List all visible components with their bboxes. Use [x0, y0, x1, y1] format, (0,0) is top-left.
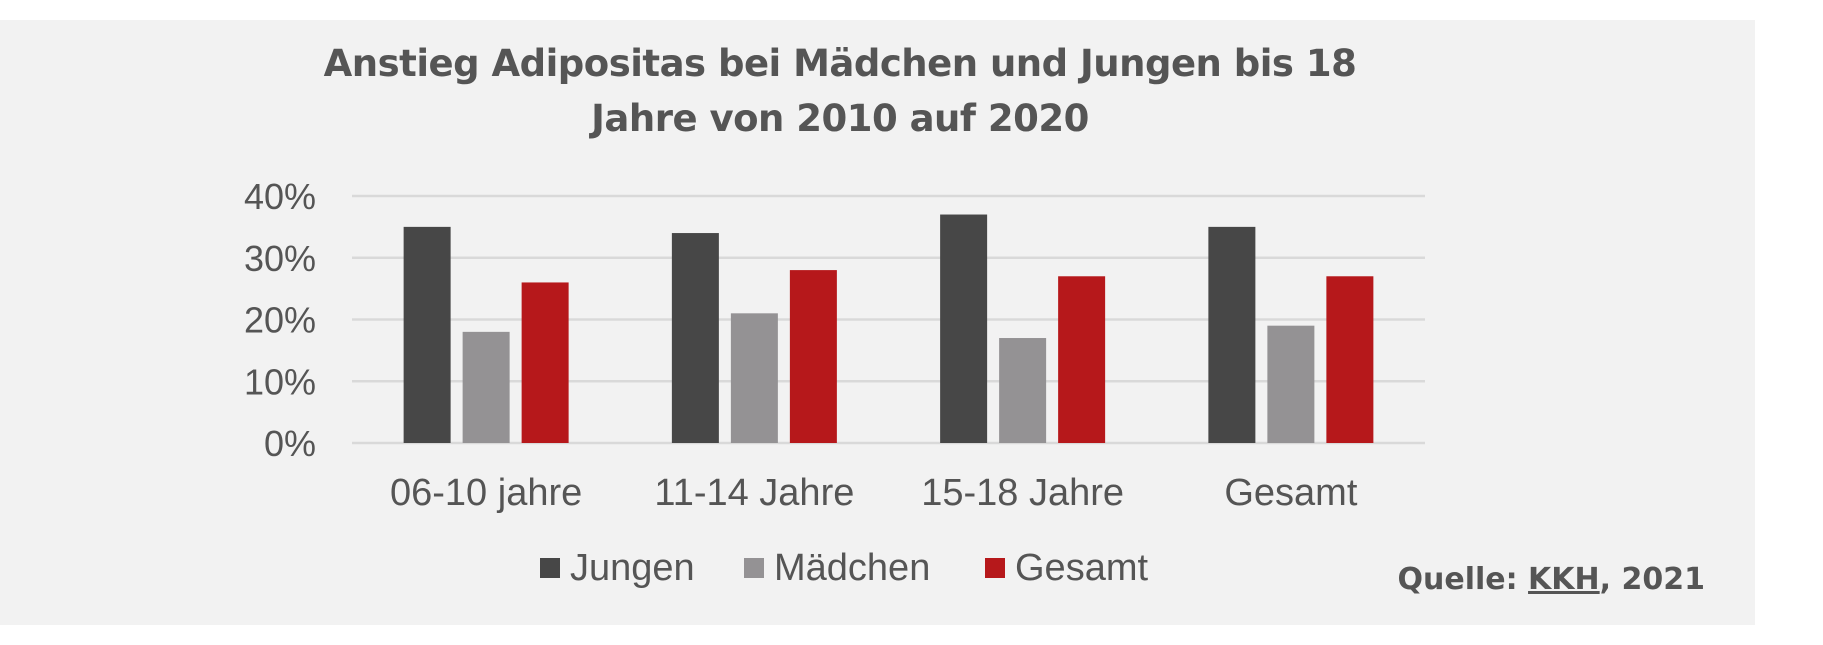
bar-gesamt — [1326, 276, 1374, 443]
bar-m-dchen — [730, 313, 778, 443]
bar-gesamt — [1058, 276, 1106, 443]
legend-label: Mädchen — [774, 547, 930, 589]
x-category-label: 15-18 Jahre — [921, 472, 1124, 514]
bar-m-dchen — [1267, 325, 1315, 443]
bar-m-dchen — [999, 338, 1047, 443]
x-category-label: Gesamt — [1224, 472, 1357, 514]
legend: Jungen Mädchen Gesamt — [540, 547, 1148, 589]
bar-jungen — [940, 214, 988, 443]
legend-swatch — [985, 558, 1005, 578]
y-tick-label: 40% — [244, 176, 316, 217]
legend-swatch — [540, 558, 560, 578]
bars — [403, 214, 1374, 443]
bar-jungen — [403, 226, 451, 443]
bar-m-dchen — [462, 331, 510, 443]
source-prefix: Quelle: — [1397, 562, 1529, 597]
x-axis-labels: 06-10 jahre 11-14 Jahre 15-18 Jahre Gesamt — [390, 472, 1358, 514]
legend-swatch — [744, 558, 764, 578]
bar-jungen — [1208, 226, 1256, 443]
source-link[interactable]: KKH — [1528, 562, 1600, 597]
legend-label: Jungen — [570, 547, 695, 589]
y-tick-label: 30% — [244, 238, 316, 279]
x-category-label: 06-10 jahre — [390, 472, 582, 514]
y-tick-label: 10% — [244, 361, 316, 402]
gridlines — [352, 194, 1425, 445]
y-tick-label: 0% — [264, 423, 316, 464]
bar-jungen — [671, 233, 719, 443]
x-category-label: 11-14 Jahre — [654, 472, 854, 514]
source-suffix: , 2021 — [1599, 562, 1705, 597]
bar-gesamt — [521, 282, 569, 443]
legend-label: Gesamt — [1015, 547, 1148, 589]
y-axis-ticks: 0% 10% 20% 30% 40% — [244, 176, 316, 464]
source-note: Quelle: KKH, 2021 — [1397, 562, 1705, 597]
bar-gesamt — [789, 270, 837, 443]
chart-title: Anstieg Adipositas bei Mädchen und Junge… — [323, 42, 1357, 140]
y-tick-label: 20% — [244, 300, 316, 341]
chart-panel — [0, 20, 1755, 625]
